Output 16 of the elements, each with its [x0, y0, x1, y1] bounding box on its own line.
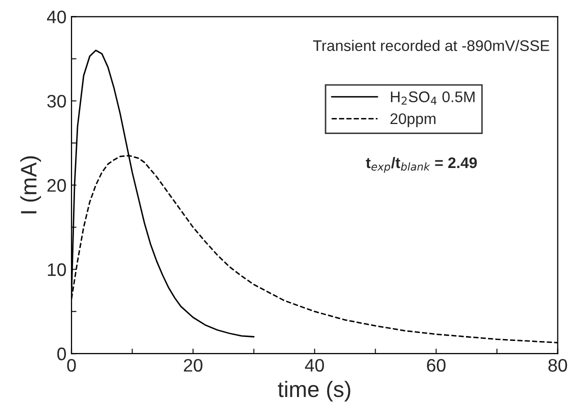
- x-tick-label: 40: [304, 358, 324, 372]
- x-tick-label: 0: [67, 358, 76, 372]
- y-tick-label: 0: [57, 348, 66, 360]
- legend-label: 20ppm: [390, 113, 436, 128]
- y-tick-label: 40: [46, 10, 66, 24]
- y-tick-label: 10: [48, 263, 66, 276]
- x-tick-label: 20: [184, 358, 202, 372]
- y-axis-title: I (mA): [20, 156, 41, 214]
- x-tick-label: 60: [427, 358, 446, 372]
- y-tick-label: 30: [47, 94, 66, 108]
- x-tick-label: 80: [548, 358, 568, 372]
- annotation: Transient recorded at -890mV/SSE: [313, 40, 550, 52]
- y-tick-label: 20: [47, 179, 66, 192]
- legend-label: H$_{2}$SO$_{4}$ 0.5M: [390, 91, 475, 105]
- annotation: t$_{exp}$/t$_{blank}$ = 2.49: [366, 156, 477, 173]
- x-axis-title: time (s): [278, 380, 350, 402]
